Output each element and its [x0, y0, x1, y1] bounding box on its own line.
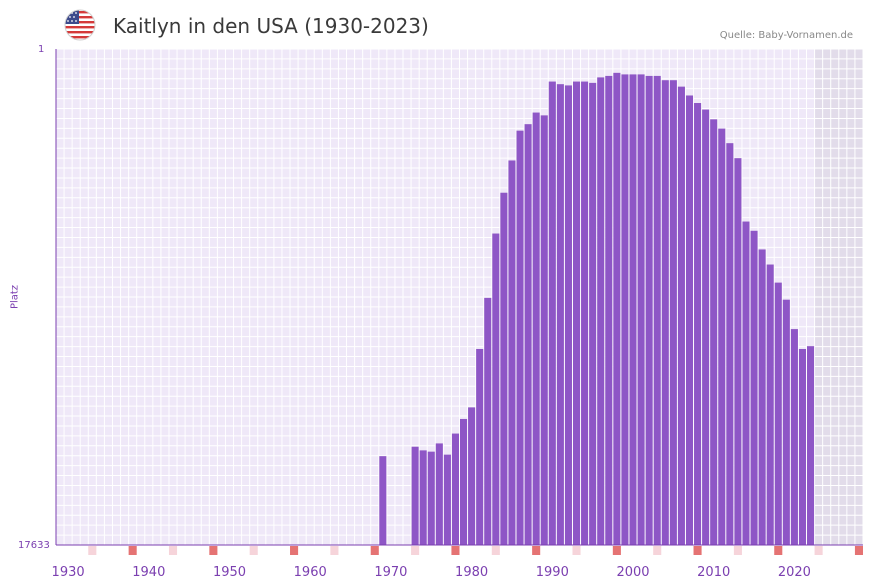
bar-1969	[379, 456, 387, 545]
bar-2015	[750, 230, 758, 545]
year-marker-1993	[572, 546, 581, 555]
year-marker-2013	[733, 546, 742, 555]
bar-1976	[435, 443, 443, 545]
year-marker-2018	[774, 546, 783, 555]
x-tick-label-1980: 1980	[455, 565, 488, 580]
year-marker-1998	[612, 546, 621, 555]
bar-2007	[685, 95, 694, 545]
bar-1973	[411, 446, 419, 545]
year-marker-1978	[451, 546, 460, 555]
bar-1980	[468, 407, 476, 545]
year-marker-2008	[693, 546, 702, 555]
chart-title: Kaitlyn in den USA (1930-2023)	[113, 14, 429, 38]
year-marker-2023	[814, 546, 823, 555]
bar-2003	[653, 75, 661, 545]
year-marker-1988	[532, 546, 541, 555]
bar-2018	[774, 282, 782, 545]
bar-1999	[621, 74, 629, 545]
bar-2001	[637, 74, 645, 545]
bar-1987	[524, 124, 532, 546]
bar-2008	[694, 103, 702, 545]
year-marker-1938	[128, 546, 137, 555]
bar-1979	[460, 418, 468, 545]
bar-1975	[427, 451, 435, 545]
year-marker-1968	[370, 546, 379, 555]
x-tick-label-2010: 2010	[697, 565, 730, 580]
year-marker-1963	[330, 546, 339, 555]
bar-1977	[443, 454, 451, 545]
bar-1985	[508, 160, 516, 545]
x-tick-label-1940: 1940	[132, 565, 165, 580]
bar-1990	[548, 81, 556, 545]
bar-2017	[766, 264, 774, 545]
bar-1989	[540, 115, 548, 545]
bar-2010	[710, 119, 718, 545]
bar-2020	[790, 329, 798, 545]
bar-2022	[807, 346, 815, 545]
bar-2011	[718, 128, 726, 545]
year-marker-1943	[168, 546, 178, 555]
bar-1992	[564, 85, 572, 546]
year-marker-1948	[209, 546, 218, 555]
bar-1983	[492, 233, 500, 546]
bar-1981	[476, 348, 484, 545]
bar-2016	[758, 249, 766, 545]
bar-1995	[589, 82, 597, 546]
x-tick-label-1970: 1970	[374, 565, 407, 580]
bar-2004	[661, 80, 669, 545]
bar-1993	[572, 81, 581, 545]
bar-2002	[645, 75, 653, 545]
bar-1991	[556, 84, 564, 546]
bar-2000	[629, 74, 637, 545]
bar-1978	[451, 433, 459, 545]
year-marker-1933	[88, 546, 97, 555]
year-marker-1973	[411, 546, 420, 555]
y-tick-label-top: 1	[38, 44, 45, 55]
x-tick-label-1960: 1960	[294, 565, 327, 580]
bar-1998	[613, 72, 621, 545]
bar-2012	[726, 143, 734, 545]
x-tick-label-1990: 1990	[536, 565, 569, 580]
bar-1997	[605, 75, 613, 545]
bar-1994	[581, 81, 589, 545]
bar-1986	[516, 130, 524, 546]
bar-2019	[782, 299, 790, 545]
bar-2013	[734, 158, 742, 545]
year-marker-1958	[290, 546, 299, 555]
year-marker-1953	[249, 546, 258, 555]
source-credit: Quelle: Baby-Vornamen.de	[719, 30, 853, 41]
bar-2005	[669, 80, 677, 545]
bar-2014	[742, 221, 750, 545]
x-tick-label-1930: 1930	[52, 565, 85, 580]
bar-1988	[532, 112, 540, 545]
x-tick-label-2020: 2020	[778, 565, 811, 580]
bar-2006	[677, 86, 685, 545]
x-tick-label-2000: 2000	[616, 565, 649, 580]
us-flag-icon	[64, 9, 96, 41]
bar-1996	[597, 77, 605, 545]
year-marker-2028	[854, 546, 863, 555]
bar-2009	[702, 109, 710, 545]
y-tick-label-bottom: 17633	[18, 540, 50, 551]
year-marker-2003	[653, 546, 662, 555]
year-marker-1983	[491, 546, 500, 555]
bar-1974	[419, 450, 427, 545]
x-tick-label-1950: 1950	[213, 565, 246, 580]
bar-2021	[798, 348, 807, 545]
bar-1984	[500, 192, 508, 546]
bar-1982	[484, 297, 492, 545]
